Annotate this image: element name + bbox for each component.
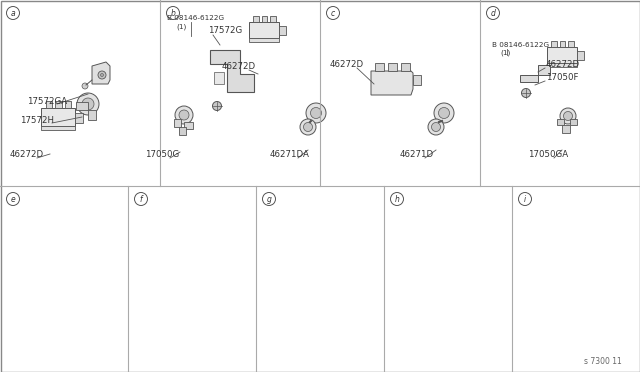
Text: 46272D: 46272D	[222, 62, 256, 71]
Circle shape	[428, 119, 444, 135]
Bar	[88, 110, 96, 120]
Text: 46272D: 46272D	[10, 150, 44, 159]
Bar	[45, 101, 52, 108]
Text: s 7300 11: s 7300 11	[584, 357, 622, 366]
Bar	[174, 119, 181, 127]
Bar	[413, 75, 421, 85]
Text: 17050GA: 17050GA	[528, 150, 568, 159]
Circle shape	[100, 74, 104, 77]
Circle shape	[522, 89, 531, 97]
Text: 17572H: 17572H	[20, 116, 54, 125]
Bar	[570, 119, 577, 125]
Circle shape	[438, 108, 449, 119]
Bar	[401, 63, 410, 71]
Circle shape	[560, 108, 576, 124]
Text: 17050F: 17050F	[546, 73, 579, 82]
Bar	[249, 38, 279, 42]
Polygon shape	[210, 50, 254, 92]
Circle shape	[563, 112, 573, 121]
Bar	[56, 101, 61, 108]
Circle shape	[98, 71, 106, 79]
Bar	[279, 26, 286, 35]
Text: (1): (1)	[176, 23, 186, 29]
Bar	[559, 41, 565, 47]
Bar	[184, 122, 193, 129]
Bar	[179, 127, 186, 135]
Bar	[253, 16, 259, 22]
Bar	[577, 51, 584, 61]
Text: h: h	[395, 195, 399, 203]
Bar	[388, 63, 397, 71]
Text: g: g	[267, 195, 271, 203]
Text: 46271DA: 46271DA	[270, 150, 310, 159]
Text: 46272D: 46272D	[546, 60, 580, 69]
Bar	[568, 41, 573, 47]
Bar	[214, 72, 224, 84]
Bar	[41, 126, 75, 130]
Bar	[76, 102, 88, 110]
Circle shape	[179, 110, 189, 120]
Circle shape	[77, 93, 99, 115]
Polygon shape	[92, 62, 110, 84]
Circle shape	[300, 119, 316, 135]
Text: 46271D: 46271D	[400, 150, 434, 159]
Bar	[65, 101, 71, 108]
Circle shape	[306, 103, 326, 123]
Text: i: i	[524, 195, 526, 203]
Circle shape	[310, 108, 321, 119]
Circle shape	[434, 103, 454, 123]
Bar	[262, 16, 267, 22]
Bar	[375, 63, 384, 71]
Text: d: d	[491, 9, 495, 17]
Polygon shape	[371, 71, 413, 95]
Bar	[547, 47, 577, 63]
Text: 17050G: 17050G	[145, 150, 179, 159]
Circle shape	[303, 122, 312, 131]
Bar	[551, 41, 557, 47]
Text: 17572GA: 17572GA	[27, 97, 67, 106]
Bar	[547, 63, 577, 67]
Text: B 08146-6122G: B 08146-6122G	[167, 15, 224, 21]
Circle shape	[212, 102, 221, 110]
Circle shape	[175, 106, 193, 124]
Text: b: b	[171, 9, 175, 17]
Text: e: e	[11, 195, 15, 203]
Text: a: a	[11, 9, 15, 17]
Bar	[557, 119, 564, 125]
Bar	[41, 108, 75, 126]
Circle shape	[82, 98, 94, 110]
Text: 46272D: 46272D	[330, 60, 364, 69]
Bar	[75, 113, 83, 123]
Text: 17572G: 17572G	[208, 26, 243, 35]
Circle shape	[431, 122, 440, 131]
Circle shape	[82, 83, 88, 89]
Bar	[270, 16, 276, 22]
Bar	[562, 125, 570, 133]
Text: B 08146-6122G: B 08146-6122G	[492, 42, 549, 48]
Polygon shape	[520, 65, 550, 82]
Bar	[249, 22, 279, 38]
Text: f: f	[140, 195, 142, 203]
Text: (1): (1)	[500, 49, 510, 55]
Text: c: c	[331, 9, 335, 17]
